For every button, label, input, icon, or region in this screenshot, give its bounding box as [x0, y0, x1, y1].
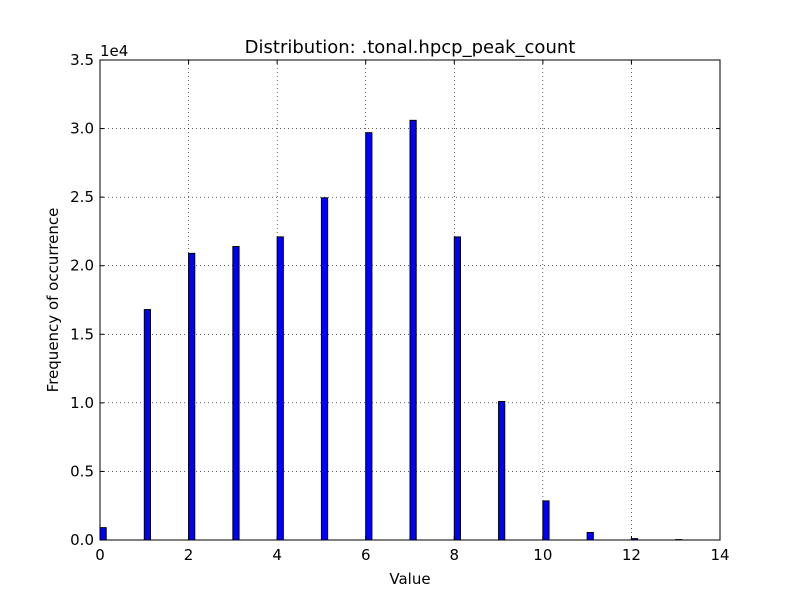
y-axis-label: Frequency of occurrence — [44, 208, 62, 393]
y-tick-label: 0.0 — [70, 531, 94, 549]
axis-ticks: 0 2 4 6 8 10 12 14 0.0 0.5 1.0 1.5 2.0 2.5 3.0 3.5 — [70, 51, 729, 564]
y-tick-label: 1.5 — [70, 325, 94, 343]
bar — [498, 400, 506, 541]
bar — [409, 119, 417, 541]
x-axis-label: Value — [389, 570, 430, 588]
y-tick-label: 3.0 — [70, 120, 94, 138]
bar — [232, 246, 240, 541]
bars — [99, 119, 683, 541]
x-tick-label: 2 — [184, 546, 194, 564]
x-tick-label: 12 — [622, 546, 641, 564]
bar — [542, 500, 550, 541]
x-tick-label: 10 — [533, 546, 552, 564]
plot-frame — [99, 59, 721, 541]
bar — [143, 309, 151, 541]
y-axis-multiplier: 1e4 — [100, 42, 128, 60]
x-tick-label: 4 — [272, 546, 282, 564]
bar — [188, 252, 196, 541]
x-tick-label: 8 — [450, 546, 460, 564]
y-tick-label: 0.5 — [70, 462, 94, 480]
x-tick-label: 14 — [710, 546, 729, 564]
x-tick-label: 6 — [361, 546, 371, 564]
bar — [276, 236, 284, 541]
bar — [365, 132, 373, 541]
y-tick-label: 3.5 — [70, 51, 94, 69]
chart-title: Distribution: .tonal.hpcp_peak_count — [245, 37, 576, 58]
bar — [453, 236, 461, 541]
bar — [320, 197, 329, 541]
bar — [586, 531, 594, 541]
y-tick-label: 2.0 — [70, 257, 94, 275]
axes-frame — [99, 59, 721, 541]
x-tick-label: 0 — [95, 546, 105, 564]
bar — [99, 527, 107, 541]
y-tick-label: 2.5 — [70, 188, 94, 206]
y-tick-label: 1.0 — [70, 394, 94, 412]
